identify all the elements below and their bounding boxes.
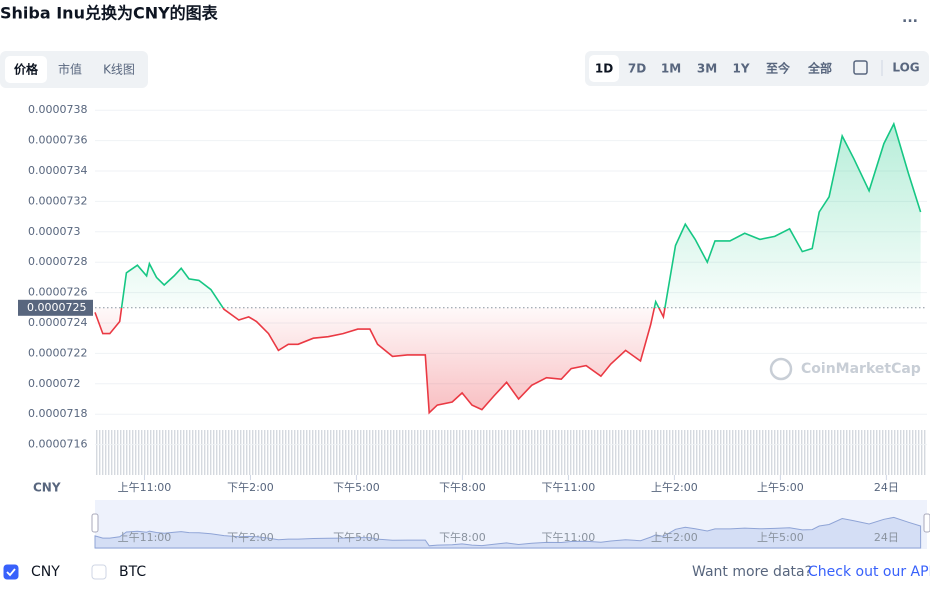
nav-handle[interactable]: [91, 513, 99, 533]
legend-label[interactable]: BTC: [119, 564, 146, 580]
more-data: Want more data?: [692, 564, 812, 580]
check-mark: [6, 568, 16, 577]
watermark-logo: [769, 357, 793, 381]
legend-checkbox[interactable]: [91, 564, 107, 580]
navigator-tick-label: 上午2:00: [651, 531, 698, 544]
range-active: [589, 55, 619, 82]
range-button[interactable]: 全部: [807, 61, 832, 76]
api-link[interactable]: Check out our API: [808, 564, 930, 580]
nav-handle[interactable]: [923, 513, 930, 533]
navigator-tick-label: 下午5:00: [333, 531, 380, 544]
y-tick-label: 0.0000734: [28, 164, 88, 177]
navigator-line: [94, 516, 922, 549]
y-tick-label: 0.0000728: [28, 255, 88, 268]
chart-title: Shiba Inu兑换为CNY的图表: [0, 4, 219, 23]
x-tick-label: 下午5:00: [333, 481, 380, 494]
legend-label[interactable]: CNY: [31, 564, 60, 580]
navigator-tick-label: 24日: [874, 531, 899, 544]
menu-button[interactable]: ...: [902, 10, 918, 26]
x-tick-label: 下午11:00: [542, 481, 596, 494]
volume-band: [95, 430, 927, 475]
y-tick-label: 0.0000726: [28, 286, 88, 299]
x-tick-label: 24日: [874, 481, 899, 494]
navigator-tick-label: 下午2:00: [227, 531, 274, 544]
navigator-tick-label: 上午5:00: [757, 531, 804, 544]
range-button[interactable]: 1D: [595, 62, 613, 76]
area: [95, 123, 921, 413]
log-button[interactable]: LOG: [892, 61, 919, 75]
range-button[interactable]: 7D: [628, 62, 646, 76]
y-tick-label: 0.000072: [28, 377, 81, 390]
y-tick-label: 0.0000716: [28, 438, 88, 451]
navigator-tick-label: 上午11:00: [118, 531, 172, 544]
x-tick-label: 上午2:00: [651, 481, 698, 494]
legend-checkbox[interactable]: [3, 564, 19, 580]
y-tick-label: 0.0000736: [28, 134, 88, 147]
baseline-label: 0.0000725: [27, 301, 87, 314]
tab[interactable]: K线图: [103, 63, 135, 77]
y-tick-label: 0.000073: [28, 225, 81, 238]
range-button[interactable]: 3M: [697, 62, 717, 76]
tab[interactable]: 价格: [14, 62, 39, 77]
range-button[interactable]: 1M: [661, 62, 681, 76]
baseline-label-box: [18, 299, 93, 316]
watermark: CoinMarketCap: [801, 361, 921, 377]
y-tick-label: 0.0000718: [28, 407, 88, 420]
tab-active: [5, 56, 47, 83]
y-tick-label: 0.0000722: [28, 346, 88, 359]
x-tick-label: 上午5:00: [757, 481, 804, 494]
y-tick-label: 0.0000732: [28, 194, 88, 207]
plot: 0.0000716 0.0000718 0.000072 0.0000722 0.000…: [28, 103, 927, 494]
unit-label: CNY: [33, 481, 61, 495]
x-tick-label: 下午8:00: [439, 481, 486, 494]
x-tick-label: 下午2:00: [227, 481, 274, 494]
x-tick-label: 上午11:00: [118, 481, 172, 494]
navigator-tick-label: 下午11:00: [542, 531, 596, 544]
range-group: [585, 51, 929, 86]
y-tick-label: 0.0000738: [28, 103, 88, 116]
price-line: [94, 121, 922, 415]
calendar-button[interactable]: [853, 60, 868, 75]
navigator-tick-label: 下午8:00: [439, 531, 486, 544]
range-button[interactable]: 1Y: [732, 62, 749, 76]
range-button[interactable]: 至今: [766, 61, 791, 76]
y-tick-label: 0.0000724: [28, 316, 88, 329]
tab[interactable]: 市值: [58, 62, 82, 77]
